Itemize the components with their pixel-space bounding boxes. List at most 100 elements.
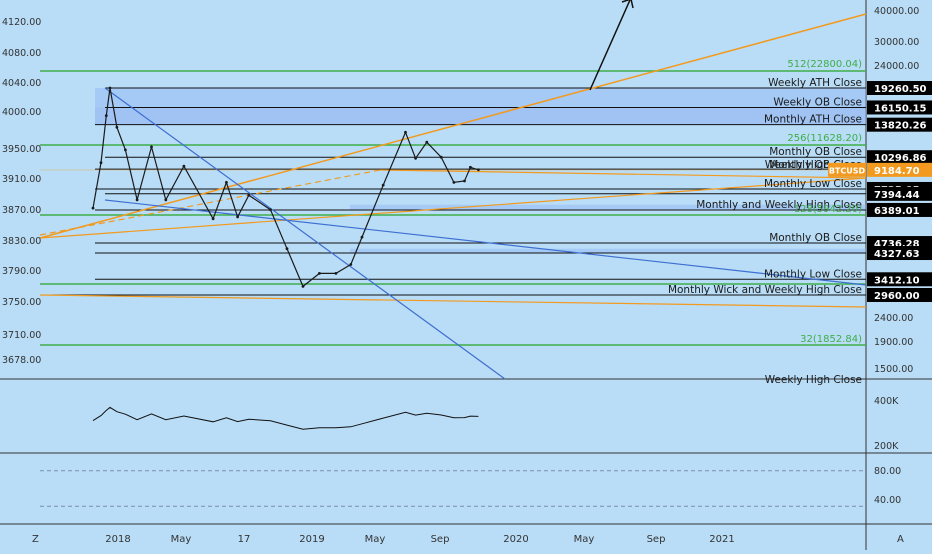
price-point[interactable] [164, 198, 168, 202]
price-level-value: 13820.26 [874, 121, 927, 132]
price-point[interactable] [381, 183, 385, 187]
time-axis-tick: May [171, 534, 192, 545]
price-point[interactable] [236, 215, 240, 219]
fib-label: 512(22800.04) [787, 59, 862, 70]
price-level-tag[interactable] [867, 288, 932, 302]
trendline-blue-shallow[interactable] [104, 199, 867, 286]
time-axis-tick: 2020 [503, 534, 528, 545]
price-point[interactable] [469, 165, 472, 169]
price-level-tag[interactable] [867, 186, 932, 201]
right-axis-tick: 1900.00 [874, 337, 913, 348]
level-label: Monthly OB Close [769, 146, 862, 158]
price-point[interactable] [463, 179, 466, 183]
price-point[interactable] [360, 235, 364, 239]
price-point[interactable] [301, 285, 305, 288]
price-level-value: 10296.86 [874, 153, 927, 164]
price-point[interactable] [269, 208, 272, 212]
price-point[interactable] [225, 181, 228, 184]
price-point[interactable] [115, 125, 119, 129]
right-axis-tick: 1500.00 [874, 364, 913, 375]
left-axis-tick: 4040.00 [2, 78, 41, 89]
trendline-mid[interactable] [379, 169, 867, 179]
price-level-value: 3412.10 [874, 275, 920, 286]
order-block-zone[interactable] [95, 107, 866, 125]
last-price-value: 9184.70 [874, 166, 920, 177]
trendline-upper[interactable] [39, 13, 867, 239]
level-label: Monthly and Weekly High Close [696, 199, 862, 211]
time-axis-tick: 17 [238, 534, 251, 545]
price-point[interactable] [91, 206, 95, 210]
right-axis-tick: 2400.00 [874, 313, 913, 324]
price-point[interactable] [318, 272, 321, 275]
price-level-tag[interactable] [867, 150, 932, 165]
price-point[interactable] [124, 148, 127, 152]
level-label: Monthly Low Close [764, 178, 862, 190]
price-point[interactable] [349, 263, 353, 266]
order-block-zone[interactable] [95, 88, 866, 108]
trendline-lower[interactable] [39, 177, 867, 239]
price-point[interactable] [404, 130, 407, 134]
price-point[interactable] [477, 168, 480, 172]
level-label: Monthly ATH Close [764, 114, 862, 126]
price-level-tag[interactable] [867, 81, 932, 95]
price-point[interactable] [211, 217, 215, 221]
price-level-value: 6389.01 [874, 206, 920, 217]
trendline-dashed[interactable] [39, 169, 381, 236]
pane2-line[interactable] [92, 406, 479, 430]
price-level-value: 4327.63 [874, 249, 920, 260]
symbol-label: BTCUSD [829, 166, 866, 175]
price-point[interactable] [285, 247, 289, 251]
time-axis-tick: Sep [647, 534, 666, 545]
target-arrow-head [621, 0, 634, 9]
time-axis-tick: May [574, 534, 595, 545]
price-level-tag[interactable] [867, 202, 932, 217]
trendline-bottom[interactable] [39, 294, 867, 308]
price-point[interactable] [414, 156, 417, 160]
right-axis-tick: 24000.00 [874, 61, 919, 72]
price-level-tag[interactable] [867, 272, 932, 287]
price-line[interactable] [92, 87, 479, 288]
time-axis-tick: May [365, 534, 386, 545]
price-level-tag[interactable] [867, 100, 932, 115]
auto-scale-toggle-icon[interactable]: A [897, 534, 904, 545]
target-arrow[interactable] [589, 0, 631, 91]
left-axis-tick: 3870.00 [2, 205, 41, 216]
level-label: Weekly High Close [765, 374, 862, 386]
fib-label: 128(5942.20) [794, 204, 862, 215]
price-point[interactable] [182, 164, 186, 168]
fib-label: 32(1852.84) [800, 334, 862, 345]
log-scale-toggle-icon[interactable]: Z [32, 534, 39, 545]
last-price-badge[interactable] [867, 162, 932, 177]
symbol-badge[interactable] [828, 162, 866, 177]
price-point[interactable] [99, 161, 103, 165]
time-axis-tick: 2018 [105, 534, 130, 545]
price-level-tag[interactable] [867, 117, 932, 132]
price-point[interactable] [439, 155, 443, 159]
fib-label: 256(11628.20) [787, 133, 862, 144]
left-axis-tick: 3910.00 [2, 174, 41, 185]
pane2-tick: 200K [874, 441, 899, 452]
level-label: Monthly Low Close [764, 268, 862, 280]
price-point[interactable] [150, 145, 153, 149]
price-point[interactable] [247, 193, 251, 197]
order-block-zone[interactable] [350, 248, 866, 254]
level-label: Monthly Wick and Weekly High Close [668, 284, 862, 296]
level-label: Weekly OB Close [773, 97, 862, 109]
price-point[interactable] [108, 86, 112, 90]
price-point[interactable] [104, 114, 108, 117]
right-axis-tick: 30000.00 [874, 37, 919, 48]
time-axis-tick: 2019 [299, 534, 324, 545]
trendline-blue-steep[interactable] [104, 87, 506, 380]
price-level-value: 4736.28 [874, 239, 920, 250]
order-block-zone[interactable] [350, 204, 866, 210]
price-point[interactable] [135, 198, 139, 202]
left-axis-tick: 3710.00 [2, 330, 41, 341]
price-point[interactable] [425, 140, 429, 144]
left-axis-tick: 3750.00 [2, 297, 41, 308]
price-level-tag[interactable] [867, 246, 932, 261]
price-point[interactable] [334, 272, 338, 275]
price-point[interactable] [452, 181, 456, 184]
right-axis-tick: 40000.00 [874, 6, 919, 17]
